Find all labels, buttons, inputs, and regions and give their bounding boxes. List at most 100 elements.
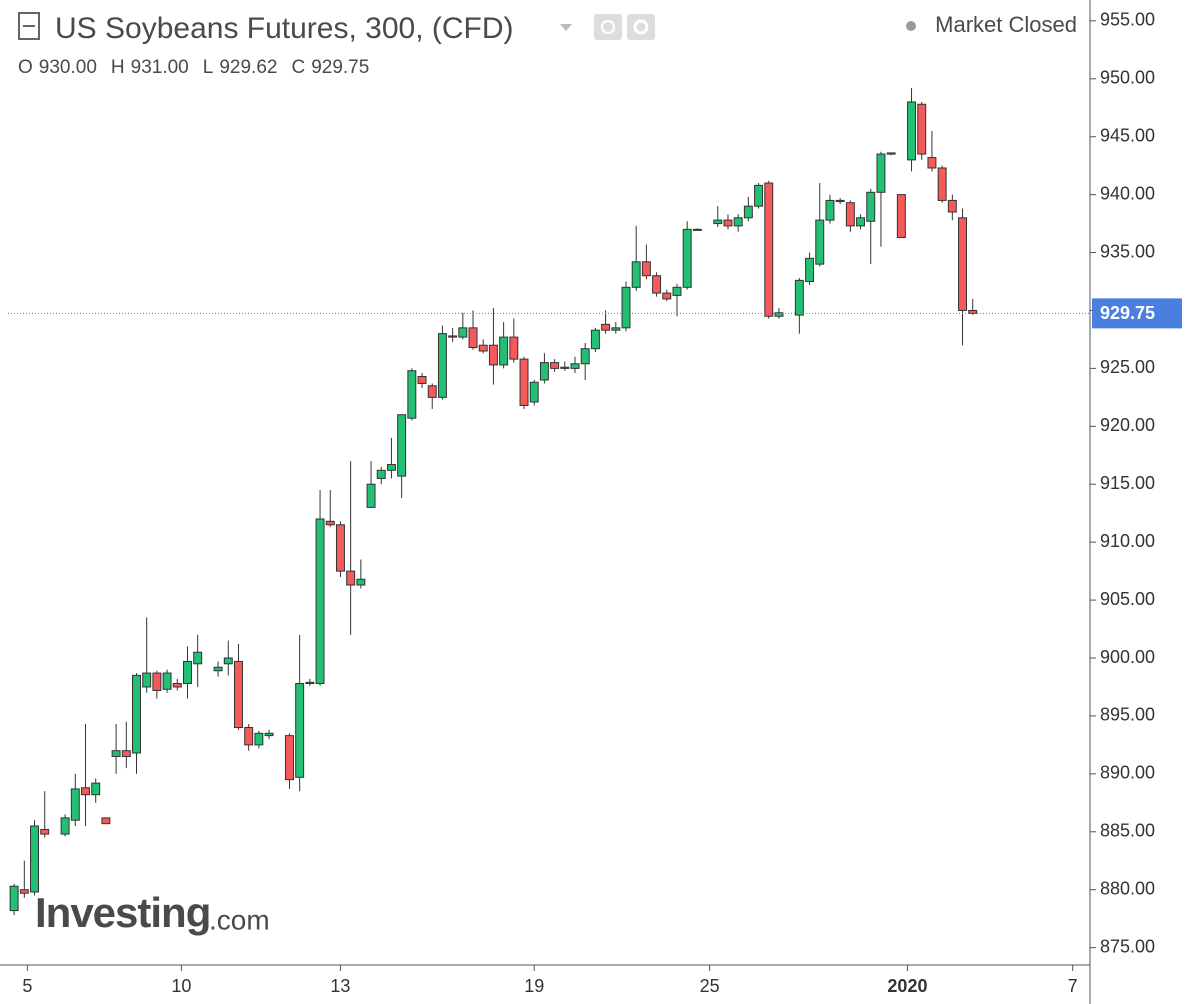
y-tick-label: 895.00 (1100, 705, 1155, 725)
candle-body (509, 336, 519, 360)
candle-body (172, 682, 182, 688)
candle-body (927, 157, 937, 169)
candle-body (183, 660, 192, 684)
y-tick-label: 945.00 (1100, 125, 1155, 145)
candle-body (121, 750, 131, 757)
candle-body (9, 885, 19, 912)
candle-body (917, 103, 927, 155)
candle-body (886, 152, 896, 155)
candle-body (30, 825, 39, 893)
y-tick-label: 940.00 (1100, 183, 1155, 203)
candle-body (774, 312, 784, 317)
settings-icon[interactable] (627, 14, 655, 40)
candle-body (346, 570, 356, 586)
candle-body (866, 191, 876, 222)
candle-body (254, 732, 264, 746)
eye (601, 20, 615, 34)
ohlc-value: 929.75 (311, 57, 369, 78)
candle-body (621, 286, 631, 329)
candle-body (407, 370, 417, 419)
watermark-suffix: .com (209, 904, 270, 935)
ohlc-value: 929.62 (219, 57, 277, 78)
candle-body (519, 358, 529, 406)
candle-body (356, 578, 366, 586)
ohlc-value: 931.00 (131, 57, 189, 78)
y-tick-label: 890.00 (1100, 763, 1155, 783)
candle-body (91, 782, 101, 796)
y-tick-label: 955.00 (1100, 10, 1155, 30)
candle-body (937, 167, 947, 201)
candle-body (427, 385, 437, 398)
ohlc-key: L (203, 57, 214, 78)
chart-title: US Soybeans Futures, 300, (CFD) (55, 12, 514, 45)
dropdown-icon[interactable] (560, 24, 572, 31)
candle-body (754, 184, 764, 207)
candle-body (825, 199, 835, 221)
y-tick-label: 915.00 (1100, 473, 1155, 493)
candle-body (458, 327, 468, 338)
candle-body (193, 651, 203, 665)
candle-body (713, 219, 723, 225)
candle-body (896, 194, 906, 238)
candle-body (335, 524, 345, 572)
plot-area (9, 88, 978, 916)
candle-body (692, 228, 702, 231)
candle-body (794, 279, 804, 316)
candle-body (958, 217, 968, 311)
visibility-icon[interactable] (594, 14, 622, 40)
candle-body (233, 660, 243, 729)
candle-body (733, 217, 743, 227)
axes: 875.00 880.00 885.00 890.00 895.00 900.00 905.… (8, 10, 1182, 996)
candle-body (40, 828, 50, 835)
x-tick-label: 13 (330, 976, 350, 996)
candle-body (142, 672, 152, 688)
candle-body (570, 363, 580, 369)
candle-body (641, 261, 651, 277)
candle-body (876, 153, 886, 193)
watermark: Investing (35, 889, 210, 936)
y-tick-label: 885.00 (1100, 821, 1155, 841)
candle-body (223, 657, 233, 665)
candle-body (580, 348, 590, 365)
y-tick-label: 875.00 (1100, 936, 1155, 956)
candle-body (662, 292, 672, 300)
y-tick-label: 935.00 (1100, 241, 1155, 261)
candle-body (81, 787, 90, 796)
x-tick-label: 25 (700, 976, 720, 996)
y-tick-label: 950.00 (1100, 68, 1155, 88)
collapse-icon[interactable] (18, 12, 40, 40)
candle-body (417, 376, 427, 384)
candle-body (376, 469, 386, 479)
ohlc-header: O 930.00 H 931.00 L 929.62 C 929.75 (18, 57, 369, 78)
candle-body (478, 344, 488, 352)
candle-body (529, 381, 539, 403)
y-tick-label: 925.00 (1100, 357, 1155, 377)
candle-body (560, 366, 570, 369)
y-tick-label: 910.00 (1100, 531, 1155, 551)
candle-body (315, 518, 325, 684)
candle-body (386, 464, 396, 471)
candle-body (550, 362, 560, 369)
candle-body (60, 817, 70, 835)
market-status: Market Closed (935, 12, 1077, 37)
candle-body (682, 228, 692, 288)
candle-body (111, 750, 121, 757)
ohlc-value: 930.00 (39, 57, 97, 78)
candle-body (213, 666, 223, 672)
y-tick-label: 920.00 (1100, 415, 1155, 435)
candle-body (968, 309, 978, 314)
candle-body (305, 681, 315, 684)
candle-body (856, 217, 866, 227)
candle-body (132, 674, 141, 754)
candle-body (845, 202, 855, 227)
gear (633, 19, 649, 35)
candle-body (631, 261, 641, 288)
x-tick-label: 10 (171, 976, 191, 996)
candle-body (835, 199, 845, 203)
candle-body (652, 275, 662, 294)
candle-body (764, 182, 774, 317)
ohlc-key: H (111, 57, 125, 78)
candle-body (19, 889, 29, 894)
candle-body (805, 257, 815, 283)
ohlc-key: C (291, 57, 305, 78)
